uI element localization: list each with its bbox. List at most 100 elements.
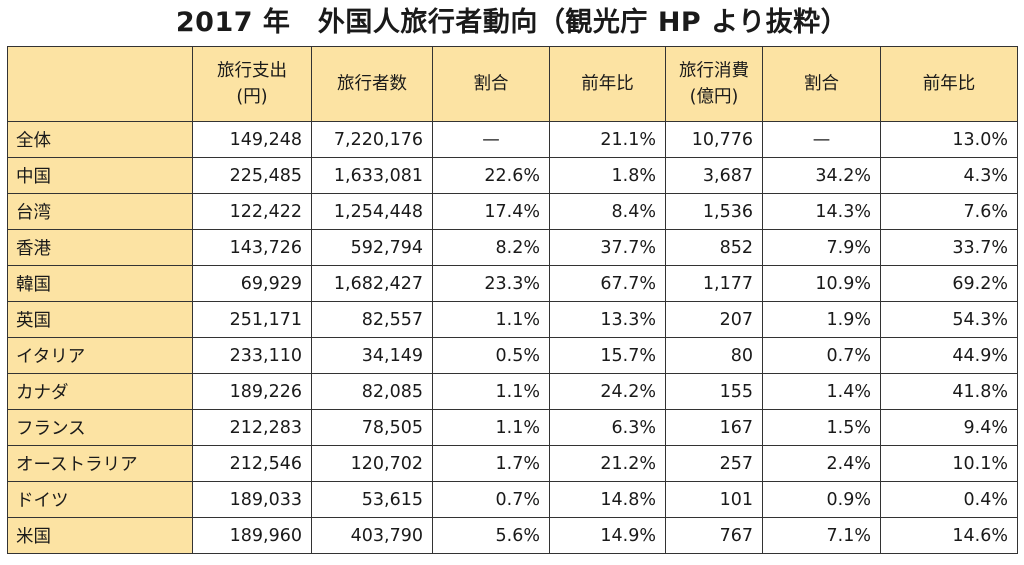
table-row: フランス 212,283 78,505 1.1% 6.3% 167 1.5% 9.4% <box>7 409 1018 446</box>
cell-yoy-travelers: 37.7% <box>549 229 666 266</box>
cell-share-travelers: 1.1% <box>432 409 550 446</box>
cell-share-consumption: 34.2% <box>762 157 881 194</box>
cell-share-travelers: 0.5% <box>432 337 550 374</box>
cell-share-travelers: 22.6% <box>432 157 550 194</box>
cell-spend: 143,726 <box>192 229 312 266</box>
header-country <box>7 46 193 122</box>
cell-consumption: 257 <box>665 445 763 482</box>
cell-country: フランス <box>7 409 193 446</box>
cell-country: 英国 <box>7 301 193 338</box>
cell-consumption: 10,776 <box>665 121 763 158</box>
cell-spend: 225,485 <box>192 157 312 194</box>
cell-yoy-consumption: 41.8% <box>880 373 1018 410</box>
table-row: カナダ 189,226 82,085 1.1% 24.2% 155 1.4% 41.8% <box>7 373 1018 410</box>
cell-share-travelers: 1.7% <box>432 445 550 482</box>
cell-yoy-travelers: 8.4% <box>549 193 666 230</box>
cell-spend: 212,283 <box>192 409 312 446</box>
cell-consumption: 155 <box>665 373 763 410</box>
cell-spend: 149,248 <box>192 121 312 158</box>
cell-share-consumption: 0.9% <box>762 481 881 518</box>
cell-consumption: 167 <box>665 409 763 446</box>
cell-spend: 251,171 <box>192 301 312 338</box>
cell-spend: 212,546 <box>192 445 312 482</box>
cell-yoy-travelers: 6.3% <box>549 409 666 446</box>
table-row: 英国 251,171 82,557 1.1% 13.3% 207 1.9% 54.3% <box>7 301 1018 338</box>
cell-share-travelers: 23.3% <box>432 265 550 302</box>
cell-consumption: 101 <box>665 481 763 518</box>
header-spend: 旅行支出 (円) <box>192 46 312 122</box>
cell-share-travelers: 17.4% <box>432 193 550 230</box>
cell-country: 香港 <box>7 229 193 266</box>
cell-yoy-consumption: 0.4% <box>880 481 1018 518</box>
table-body: 全体 149,248 7,220,176—21.1% 10,776—13.0% 中国 22… <box>7 121 1018 554</box>
cell-travelers: 7,220,176 <box>311 121 433 158</box>
cell-consumption: 767 <box>665 517 763 554</box>
header-share-travelers: 割合 <box>432 46 550 122</box>
cell-share-consumption: 14.3% <box>762 193 881 230</box>
cell-yoy-consumption: 10.1% <box>880 445 1018 482</box>
cell-share-consumption: — <box>762 121 881 158</box>
cell-spend: 189,960 <box>192 517 312 554</box>
cell-yoy-consumption: 69.2% <box>880 265 1018 302</box>
cell-travelers: 592,794 <box>311 229 433 266</box>
cell-consumption: 1,177 <box>665 265 763 302</box>
cell-share-travelers: 1.1% <box>432 373 550 410</box>
cell-travelers: 82,557 <box>311 301 433 338</box>
cell-country: 韓国 <box>7 265 193 302</box>
page-title: 2017 年 外国人旅行者動向（観光庁 HP より抜粋） <box>175 7 849 38</box>
cell-yoy-travelers: 13.3% <box>549 301 666 338</box>
table-row: ドイツ 189,033 53,615 0.7% 14.8% 101 0.9% 0.4% <box>7 481 1018 518</box>
cell-country: イタリア <box>7 337 193 374</box>
cell-yoy-travelers: 67.7% <box>549 265 666 302</box>
cell-consumption: 207 <box>665 301 763 338</box>
cell-yoy-consumption: 4.3% <box>880 157 1018 194</box>
cell-yoy-consumption: 33.7% <box>880 229 1018 266</box>
header-yoy-consumption: 前年比 <box>880 46 1018 122</box>
cell-share-consumption: 2.4% <box>762 445 881 482</box>
header-share-consumption: 割合 <box>762 46 881 122</box>
cell-share-travelers: 5.6% <box>432 517 550 554</box>
cell-yoy-consumption: 13.0% <box>880 121 1018 158</box>
cell-yoy-travelers: 21.1% <box>549 121 666 158</box>
cell-yoy-consumption: 54.3% <box>880 301 1018 338</box>
header-travelers: 旅行者数 <box>311 46 433 122</box>
cell-travelers: 1,682,427 <box>311 265 433 302</box>
cell-share-travelers: 1.1% <box>432 301 550 338</box>
cell-share-consumption: 7.1% <box>762 517 881 554</box>
cell-share-consumption: 1.4% <box>762 373 881 410</box>
cell-share-travelers: 0.7% <box>432 481 550 518</box>
cell-country: ドイツ <box>7 481 193 518</box>
header-row: 旅行支出 (円) 旅行者数 割合 前年比 旅行消費 (億円) 割合 前年比 <box>7 46 1018 122</box>
cell-share-travelers: 8.2% <box>432 229 550 266</box>
cell-share-consumption: 7.9% <box>762 229 881 266</box>
cell-consumption: 852 <box>665 229 763 266</box>
cell-yoy-travelers: 15.7% <box>549 337 666 374</box>
cell-travelers: 120,702 <box>311 445 433 482</box>
cell-country: 全体 <box>7 121 193 158</box>
cell-share-consumption: 1.9% <box>762 301 881 338</box>
cell-share-consumption: 1.5% <box>762 409 881 446</box>
cell-country: カナダ <box>7 373 193 410</box>
cell-travelers: 53,615 <box>311 481 433 518</box>
header-consumption: 旅行消費 (億円) <box>665 46 763 122</box>
cell-travelers: 82,085 <box>311 373 433 410</box>
cell-yoy-consumption: 7.6% <box>880 193 1018 230</box>
cell-yoy-travelers: 21.2% <box>549 445 666 482</box>
cell-spend: 69,929 <box>192 265 312 302</box>
cell-country: 台湾 <box>7 193 193 230</box>
table-row: 香港 143,726 592,794 8.2% 37.7% 852 7.9% 33.7% <box>7 229 1018 266</box>
cell-yoy-travelers: 14.8% <box>549 481 666 518</box>
cell-spend: 233,110 <box>192 337 312 374</box>
cell-travelers: 78,505 <box>311 409 433 446</box>
table-row: 韓国 69,929 1,682,427 23.3% 67.7% 1,177 10.9% 69.… <box>7 265 1018 302</box>
cell-consumption: 80 <box>665 337 763 374</box>
travel-stats-table: 旅行支出 (円) 旅行者数 割合 前年比 旅行消費 (億円) 割合 前年比 全体… <box>7 46 1018 554</box>
cell-country: オーストラリア <box>7 445 193 482</box>
cell-yoy-travelers: 24.2% <box>549 373 666 410</box>
cell-yoy-consumption: 44.9% <box>880 337 1018 374</box>
cell-consumption: 1,536 <box>665 193 763 230</box>
cell-yoy-travelers: 1.8% <box>549 157 666 194</box>
table-row: 台湾 122,422 1,254,448 17.4% 8.4% 1,536 14.3% 7.6… <box>7 193 1018 230</box>
cell-spend: 189,226 <box>192 373 312 410</box>
cell-country: 中国 <box>7 157 193 194</box>
